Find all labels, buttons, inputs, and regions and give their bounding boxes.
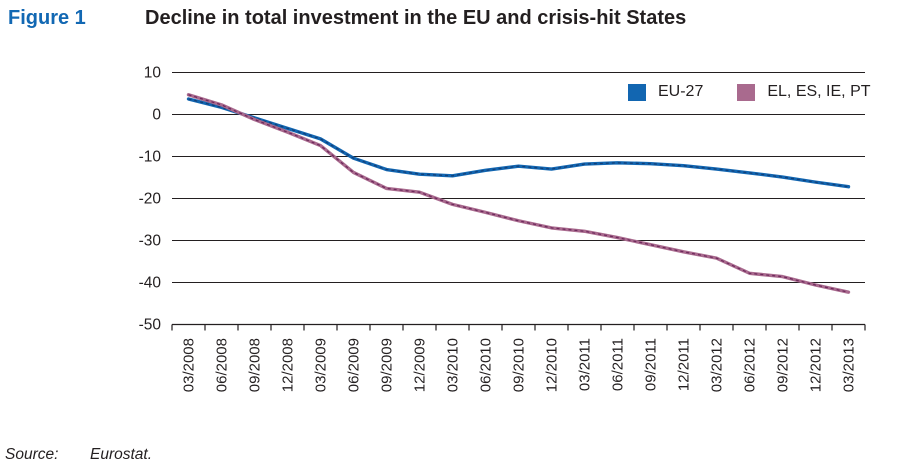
series-line-core-1 — [188, 94, 849, 293]
source-text: Eurostat. — [90, 446, 153, 463]
x-tick-label: 09/2010 — [511, 338, 528, 392]
series-line-1 — [186, 93, 851, 294]
x-tick-label: 03/2009 — [313, 338, 330, 392]
y-tick-label: -40 — [139, 275, 162, 292]
chart-legend: EU-27 EL, ES, IE, PT — [628, 83, 871, 101]
series-line-0 — [186, 97, 851, 189]
y-tick-label: 0 — [152, 107, 161, 124]
x-tick-label: 03/2011 — [577, 338, 594, 391]
legend-swatch-eu27-icon — [628, 83, 646, 101]
x-tick-label: 06/2011 — [610, 338, 627, 391]
x-tick-label: 12/2011 — [676, 338, 693, 391]
x-tick-label: 03/2012 — [709, 338, 726, 392]
y-tick-label: -10 — [139, 149, 162, 166]
figure-title: Decline in total investment in the EU an… — [145, 7, 687, 29]
x-tick-label: 03/2013 — [841, 338, 858, 392]
x-tick-label: 06/2012 — [742, 338, 759, 392]
x-tick-label: 03/2008 — [181, 338, 198, 392]
x-tick-label: 12/2012 — [808, 338, 825, 392]
x-tick-label: 06/2010 — [478, 338, 495, 392]
x-tick-label: 06/2009 — [346, 338, 363, 392]
legend-label-eu27: EU-27 — [658, 83, 704, 100]
legend-label-crisis-states: EL, ES, IE, PT — [767, 83, 871, 100]
y-tick-label: -30 — [139, 233, 162, 250]
x-tick-label: 12/2010 — [544, 338, 561, 392]
x-tick-label: 09/2008 — [247, 338, 264, 392]
source-label: Source: — [5, 446, 59, 463]
x-tick-label: 09/2009 — [379, 338, 396, 392]
x-tick-label: 12/2008 — [280, 338, 297, 392]
x-tick-label: 12/2009 — [412, 338, 429, 392]
y-tick-label: -50 — [139, 317, 162, 334]
y-tick-label: -20 — [139, 191, 162, 208]
legend-swatch-crisis-states-icon — [737, 83, 756, 101]
x-tick-label: 09/2012 — [775, 338, 792, 392]
figure-number-label: Figure 1 — [8, 7, 86, 29]
x-tick-label: 09/2011 — [643, 338, 660, 391]
legend-item-crisis-states: EL, ES, IE, PT — [737, 83, 871, 101]
y-tick-label: 10 — [144, 65, 162, 82]
series-line-core-0 — [188, 98, 849, 188]
x-tick-label: 06/2008 — [214, 338, 231, 392]
legend-item-eu27: EU-27 — [628, 83, 703, 101]
x-tick-label: 03/2010 — [445, 338, 462, 392]
